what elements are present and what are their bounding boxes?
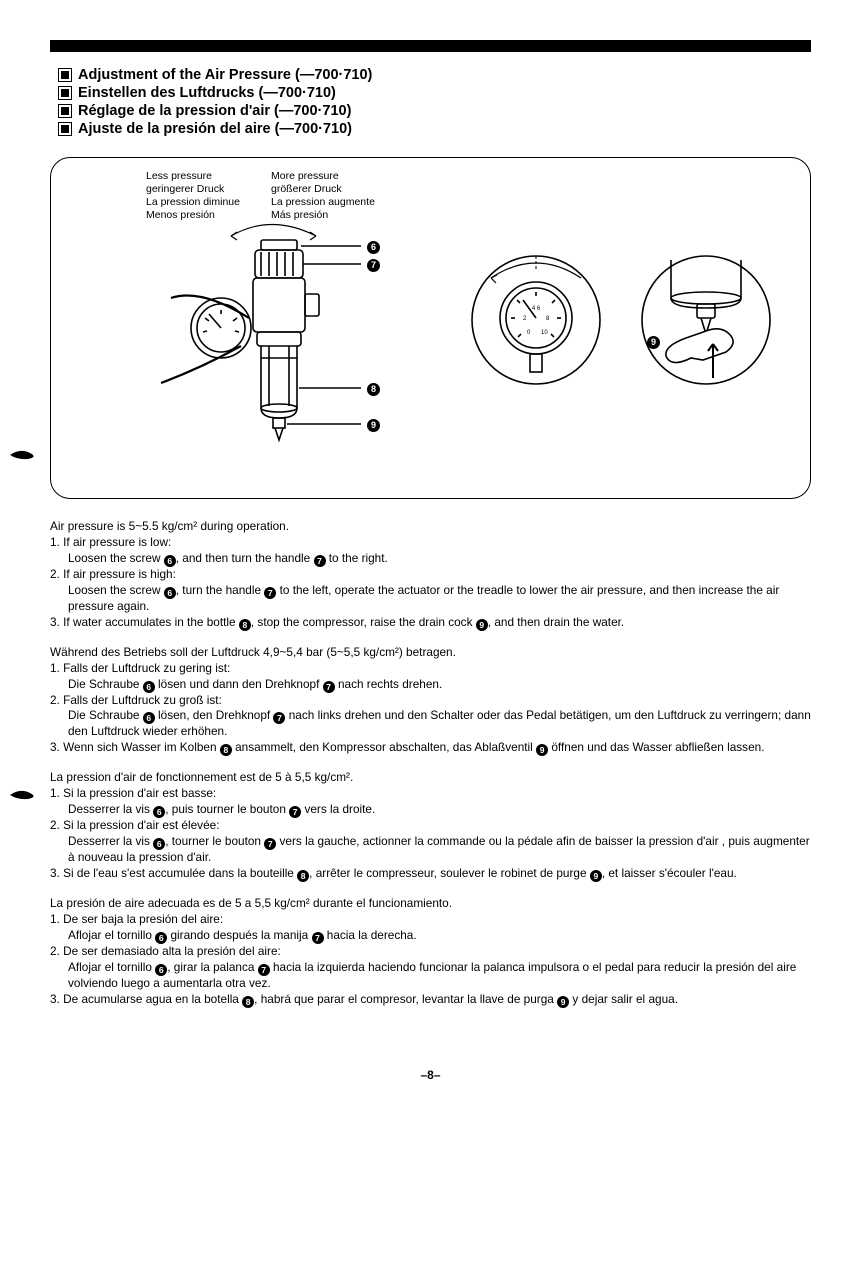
body-text: Air pressure is 5~5.5 kg/cm² during oper… xyxy=(50,519,811,1008)
page-number: –8– xyxy=(50,1068,811,1082)
more-en: More pressure xyxy=(271,170,375,183)
hand-mark-icon xyxy=(10,790,38,800)
de-l1: 1. Falls der Luftdruck zu gering ist: xyxy=(50,661,811,677)
es-l3: 3. De acumularse agua en la botella 8, h… xyxy=(50,992,811,1008)
regulator-illustration xyxy=(161,218,391,458)
de-l2b: Die Schraube 6 lösen, den Drehknopf 7 na… xyxy=(50,708,811,740)
fr-l1b: Desserrer la vis 6, puis tourner le bout… xyxy=(50,802,811,818)
lang-block-fr: La pression d'air de fonctionnement est … xyxy=(50,770,811,882)
fr-l1: 1. Si la pression d'air est basse: xyxy=(50,786,811,802)
de-l3: 3. Wenn sich Wasser im Kolben 8 ansammel… xyxy=(50,740,811,756)
callout-6: 6 xyxy=(367,241,380,254)
en-intro: Air pressure is 5~5.5 kg/cm² during oper… xyxy=(50,519,811,535)
es-intro: La presión de aire adecuada es de 5 a 5,… xyxy=(50,896,811,912)
bullet-icon xyxy=(58,68,72,82)
hand-mark-icon xyxy=(10,450,38,460)
bullet-icon xyxy=(58,122,72,136)
callout-9: 9 xyxy=(367,419,380,432)
de-l1b: Die Schraube 6 lösen und dann den Drehkn… xyxy=(50,677,811,693)
more-fr: La pression augmente xyxy=(271,196,375,209)
lang-block-de: Während des Betriebs soll der Luftdruck … xyxy=(50,645,811,757)
heading-de: Einstellen des Luftdrucks (—700·710) xyxy=(78,85,336,101)
svg-text:0: 0 xyxy=(527,330,531,336)
lang-block-en: Air pressure is 5~5.5 kg/cm² during oper… xyxy=(50,519,811,631)
es-l2: 2. De ser demasiado alta la presión del … xyxy=(50,944,811,960)
less-fr: La pression diminue xyxy=(146,196,240,209)
section-headings: Adjustment of the Air Pressure (—700·710… xyxy=(58,67,811,137)
bullet-icon xyxy=(58,104,72,118)
lang-block-es: La presión de aire adecuada es de 5 a 5,… xyxy=(50,896,811,1008)
callout-9-detail: 9 xyxy=(647,336,660,349)
en-l2: 2. If air pressure is high: xyxy=(50,567,811,583)
svg-text:4 6: 4 6 xyxy=(532,306,541,312)
less-de: geringerer Druck xyxy=(146,183,240,196)
en-l3: 3. If water accumulates in the bottle 8,… xyxy=(50,615,811,631)
es-l1: 1. De ser baja la presión del aire: xyxy=(50,912,811,928)
es-l2b: Aflojar el tornillo 6, girar la palanca … xyxy=(50,960,811,992)
less-pressure-labels: Less pressure geringerer Druck La pressi… xyxy=(146,170,240,223)
de-intro: Während des Betriebs soll der Luftdruck … xyxy=(50,645,811,661)
callout-8: 8 xyxy=(367,383,380,396)
less-en: Less pressure xyxy=(146,170,240,183)
es-l1b: Aflojar el tornillo 6 girando después la… xyxy=(50,928,811,944)
de-l2: 2. Falls der Luftdruck zu groß ist: xyxy=(50,693,811,709)
fr-l2: 2. Si la pression d'air est élevée: xyxy=(50,818,811,834)
svg-text:10: 10 xyxy=(541,330,548,336)
en-l1: 1. If air pressure is low: xyxy=(50,535,811,551)
en-l1b: Loosen the screw 6, and then turn the ha… xyxy=(50,551,811,567)
svg-text:8: 8 xyxy=(546,316,550,322)
figure-box: Less pressure geringerer Druck La pressi… xyxy=(50,157,811,499)
heading-es: Ajuste de la presión del aire (—700·710) xyxy=(78,121,352,137)
callout-7: 7 xyxy=(367,259,380,272)
heading-fr: Réglage de la pression d'air (—700·710) xyxy=(78,103,351,119)
manual-page: Adjustment of the Air Pressure (—700·710… xyxy=(0,0,861,1122)
drain-detail-illustration xyxy=(631,248,781,398)
heading-en: Adjustment of the Air Pressure (—700·710… xyxy=(78,67,372,83)
fr-intro: La pression d'air de fonctionnement est … xyxy=(50,770,811,786)
more-de: größerer Druck xyxy=(271,183,375,196)
top-rule xyxy=(50,40,811,52)
bullet-icon xyxy=(58,86,72,100)
svg-text:2: 2 xyxy=(523,316,527,322)
fr-l2b: Desserrer la vis 6, tourner le bouton 7 … xyxy=(50,834,811,866)
en-l2b: Loosen the screw 6, turn the handle 7 to… xyxy=(50,583,811,615)
fr-l3: 3. Si de l'eau s'est accumulée dans la b… xyxy=(50,866,811,882)
more-pressure-labels: More pressure größerer Druck La pression… xyxy=(271,170,375,223)
gauge-detail-illustration: 4 6 2 8 0 10 xyxy=(461,248,611,398)
